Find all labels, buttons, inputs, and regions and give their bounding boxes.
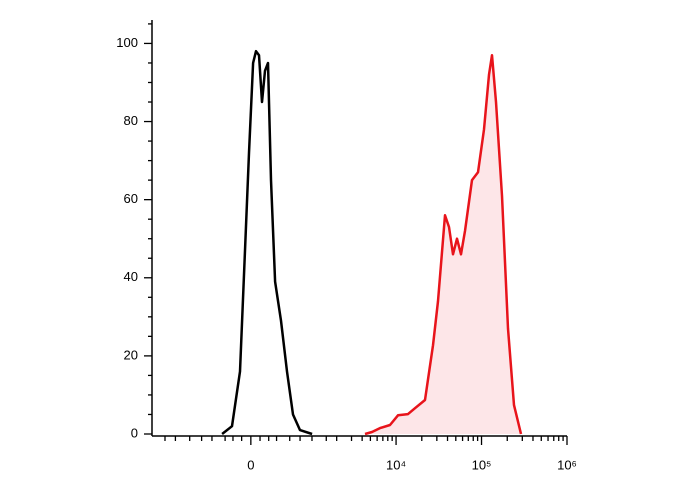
y-tick-label: 0	[131, 425, 138, 440]
y-tick-label: 80	[124, 113, 138, 128]
histogram-line	[221, 49, 313, 436]
x-tick-label: 10⁴	[386, 457, 406, 472]
y-tick-label: 60	[124, 191, 138, 206]
y-tick-label: 20	[124, 347, 138, 362]
x-tick-label: 10⁶	[557, 457, 577, 472]
y-tick-label: 40	[124, 269, 138, 284]
y-tick-label: 100	[116, 35, 138, 50]
x-tick-label: 0	[247, 457, 254, 472]
histogram-line	[364, 53, 523, 436]
x-tick-label: 10⁵	[472, 457, 492, 472]
